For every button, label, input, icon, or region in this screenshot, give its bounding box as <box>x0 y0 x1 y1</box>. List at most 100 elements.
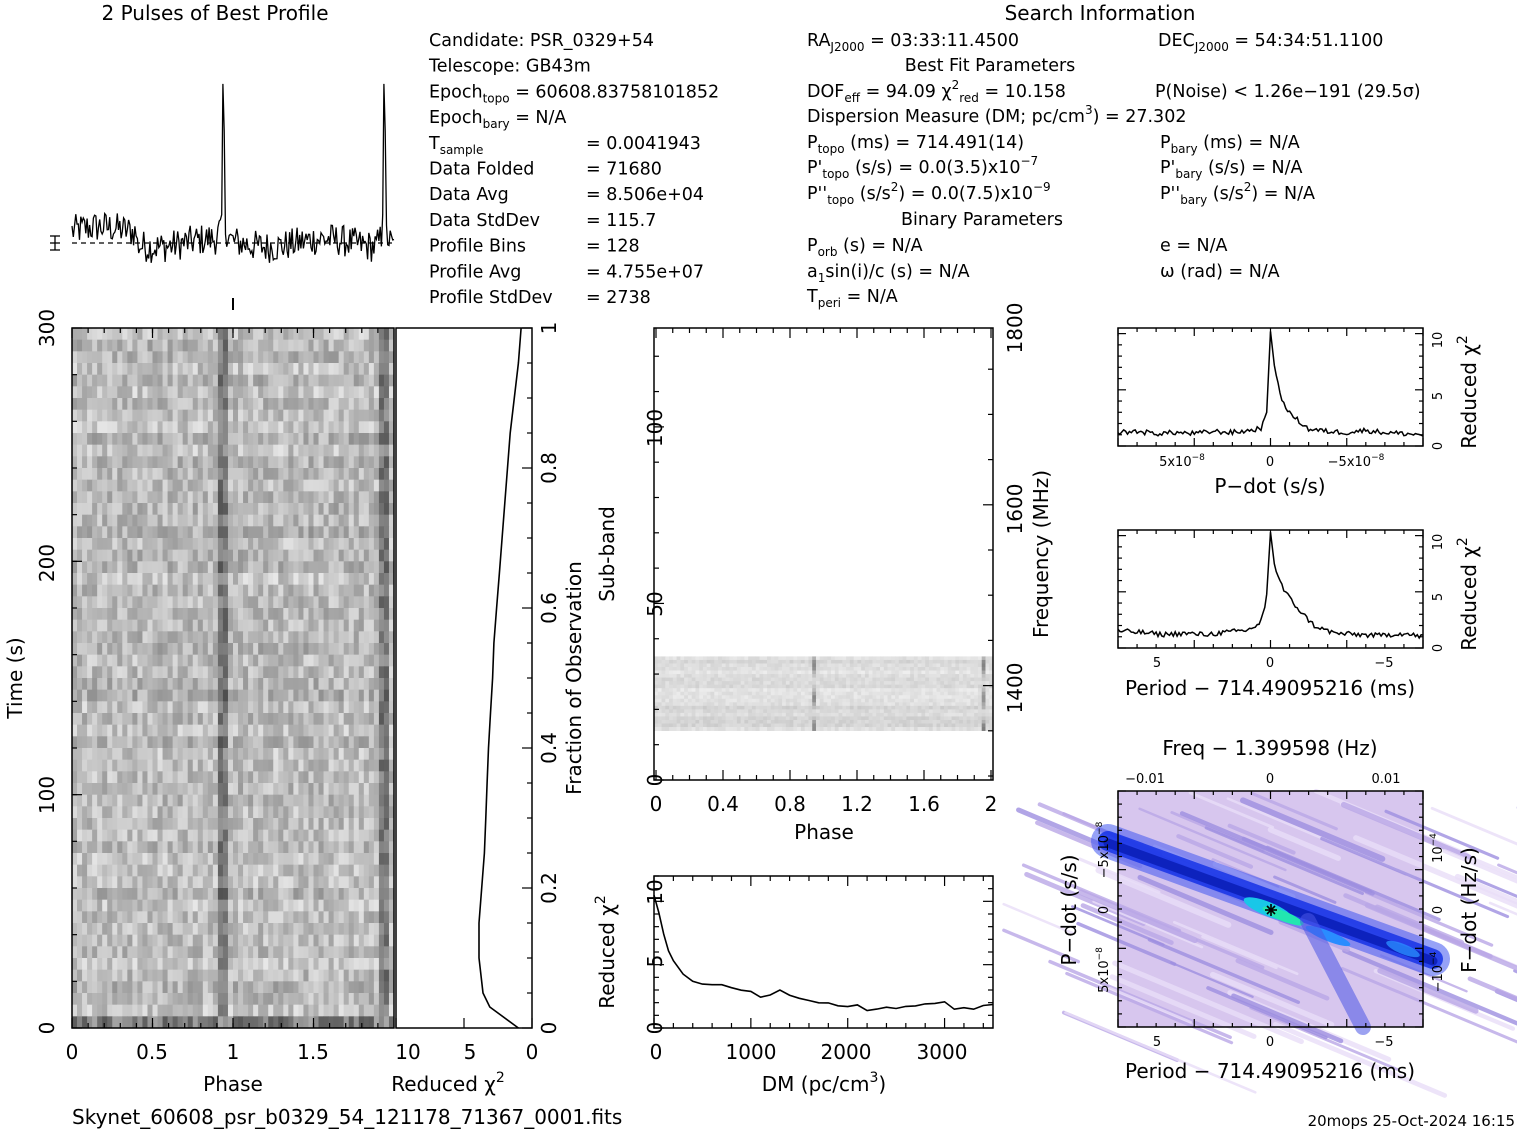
time-phase-cell <box>222 398 229 411</box>
time-phase-cell <box>202 619 209 632</box>
subband-cell <box>793 674 798 678</box>
subband-cell <box>699 667 704 671</box>
time-phase-cell <box>87 1016 93 1029</box>
time-phase-cell <box>363 724 370 737</box>
subband-cell <box>748 674 753 678</box>
time-phase-cell <box>358 899 365 912</box>
time-phase-cell <box>328 608 335 621</box>
time-phase-cell <box>288 433 294 446</box>
time-phase-cell <box>298 351 304 364</box>
time-phase-cell <box>383 678 390 691</box>
time-phase-cell <box>363 514 370 527</box>
time-phase-cell <box>127 631 133 644</box>
time-phase-cell <box>122 328 128 341</box>
time-phase-cell <box>157 573 163 586</box>
time-phase-cell <box>172 736 179 749</box>
time-phase-cell <box>353 421 360 434</box>
time-phase-cell <box>167 409 174 422</box>
time-phase-cell <box>273 538 279 551</box>
time-phase-cell <box>77 736 83 749</box>
time-phase-cell <box>77 864 83 877</box>
time-phase-cell <box>353 969 360 982</box>
subband-cell <box>977 691 983 696</box>
time-phase-cell <box>238 923 244 936</box>
time-phase-cell <box>268 479 274 492</box>
time-phase-cell <box>293 386 299 399</box>
time-phase-cell <box>72 468 78 481</box>
time-phase-cell <box>378 794 385 807</box>
time-phase-cell <box>238 526 244 539</box>
time-phase-cell <box>233 596 239 609</box>
time-phase-cell <box>157 958 163 971</box>
subband-cell <box>755 656 760 661</box>
time-phase-cell <box>97 596 103 609</box>
time-phase-cell <box>328 456 335 469</box>
subband-cell <box>748 691 753 696</box>
time-phase-cell <box>187 689 194 702</box>
time-phase-cell <box>363 409 370 422</box>
time-phase-cell <box>137 783 143 796</box>
time-phase-cell <box>142 794 148 807</box>
time-phase-cell <box>117 748 123 761</box>
time-phase-cell <box>207 444 214 457</box>
time-phase-cell <box>132 969 138 982</box>
time-phase-cell <box>363 421 370 434</box>
subband-cell <box>755 691 760 696</box>
time-phase-cell <box>353 491 360 504</box>
time-phase-cell <box>207 433 214 446</box>
time-phase-cell <box>263 514 269 527</box>
time-phase-cell <box>182 596 189 609</box>
time-phase-cell <box>363 864 370 877</box>
time-phase-cell <box>167 841 174 854</box>
time-phase-cell <box>303 538 309 551</box>
time-phase-cell <box>358 526 365 539</box>
time-phase-cell <box>82 433 88 446</box>
tp-ytick: 100 <box>35 776 59 814</box>
time-phase-cell <box>293 841 299 854</box>
subband-cell <box>774 656 779 661</box>
subband-cell <box>729 667 734 671</box>
subband-cell <box>883 659 888 664</box>
subband-cell <box>729 674 734 678</box>
time-phase-cell <box>273 911 279 924</box>
time-phase-cell <box>248 514 254 527</box>
time-phase-cell <box>177 444 184 457</box>
time-phase-cell <box>102 339 108 352</box>
time-phase-cell <box>388 538 395 551</box>
time-phase-cell <box>313 386 319 399</box>
time-phase-cell <box>233 514 239 527</box>
time-phase-cell <box>77 794 83 807</box>
subband-cell <box>887 684 892 689</box>
time-phase-cell <box>227 794 234 807</box>
subband-cell <box>921 684 926 689</box>
time-phase-cell <box>303 421 309 434</box>
info-value: = 4.755e+07 <box>586 262 704 282</box>
subband-cell <box>800 674 806 678</box>
subband-cell <box>831 667 836 671</box>
time-phase-cell <box>127 724 133 737</box>
time-phase-cell <box>243 631 249 644</box>
time-phase-cell <box>363 398 370 411</box>
time-phase-cell <box>177 654 184 667</box>
time-phase-cell <box>122 479 128 492</box>
time-phase-cell <box>137 409 143 422</box>
time-phase-cell <box>77 514 83 527</box>
time-phase-cell <box>117 678 123 691</box>
subband-cell <box>815 670 821 675</box>
time-phase-cell <box>157 853 163 866</box>
time-phase-cell <box>373 864 380 877</box>
time-phase-cell <box>82 689 88 702</box>
time-phase-cell <box>278 573 284 586</box>
time-phase-cell <box>102 654 108 667</box>
time-phase-cell <box>318 514 324 527</box>
time-phase-cell <box>378 631 385 644</box>
time-phase-cell <box>283 398 289 411</box>
time-phase-cell <box>258 666 264 679</box>
time-phase-cell <box>197 724 204 737</box>
time-phase-cell <box>338 678 345 691</box>
time-phase-cell <box>102 666 108 679</box>
time-phase-cell <box>303 351 309 364</box>
subband-cell <box>808 681 813 686</box>
time-phase-cell <box>248 759 254 772</box>
time-phase-cell <box>87 619 93 632</box>
